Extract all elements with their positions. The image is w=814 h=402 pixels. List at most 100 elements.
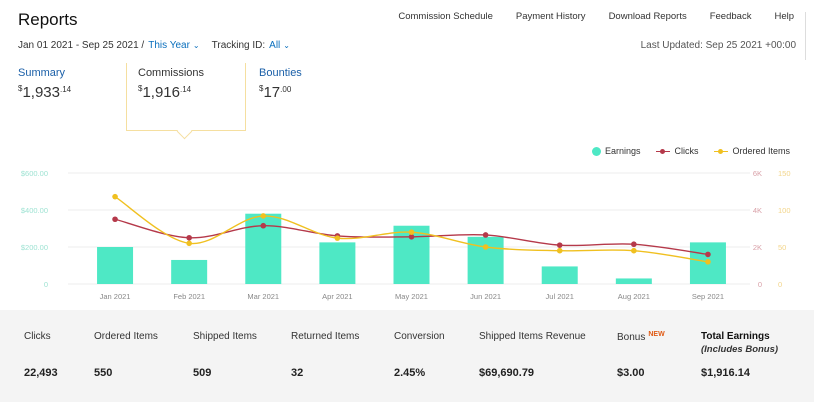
x-tick-label: Aug 2021 <box>618 292 650 301</box>
stat-value: 32 <box>291 367 304 379</box>
stat-clicks: Clicks 22,493 <box>24 331 58 379</box>
chart-legend: Earnings Clicks Ordered Items <box>576 146 790 156</box>
earnings-swatch-icon <box>591 146 601 156</box>
x-tick-label: Mar 2021 <box>247 292 279 301</box>
stat-value: $3.00 <box>617 367 645 379</box>
stat-shipped-items: Shipped Items 509 <box>193 331 257 379</box>
stat-label: Clicks <box>24 331 51 342</box>
stat-value: $1,916.14 <box>701 367 750 379</box>
y-tick-label-clicks: 4K <box>753 206 762 215</box>
x-tick-label: Jun 2021 <box>470 292 501 301</box>
clicks-point <box>705 251 711 258</box>
x-tick-label: Sep 2021 <box>692 292 724 301</box>
legend-ordered-items[interactable]: Ordered Items <box>714 146 790 156</box>
stat-label: Ordered Items <box>94 331 158 342</box>
stat-total-earnings: Total Earnings (Includes Bonus) $1,916.14 <box>701 331 779 379</box>
nav-feedback[interactable]: Feedback <box>709 11 752 22</box>
legend-clicks-label: Clicks <box>674 146 699 156</box>
tracking-id-label: Tracking ID: <box>211 40 266 51</box>
ordered-items-point <box>556 247 563 254</box>
x-tick-label: Feb 2021 <box>173 292 205 301</box>
legend-earnings-label: Earnings <box>604 146 641 156</box>
stat-value: 22,493 <box>24 367 58 379</box>
tab-bounties-label[interactable]: Bounties <box>259 67 302 79</box>
stat-label: Shipped Items <box>193 331 257 342</box>
nav-help[interactable]: Help <box>774 11 794 22</box>
x-tick-label: Jul 2021 <box>546 292 574 301</box>
stat-value: 509 <box>193 367 212 379</box>
bounties-amount: $17.00 <box>259 84 292 101</box>
clicks-swatch-icon <box>656 147 671 156</box>
stat-label: Total Earnings (Includes Bonus) <box>701 331 779 355</box>
x-tick-label: Apr 2021 <box>322 292 352 301</box>
stat-label: Returned Items <box>291 331 360 342</box>
stat-shipped-items-revenue: Shipped Items Revenue $69,690.79 <box>479 331 586 379</box>
nav-commission-schedule[interactable]: Commission Schedule <box>398 11 493 22</box>
summary-amount: $1,933.14 <box>18 84 72 101</box>
earnings-bar <box>171 259 208 284</box>
y-tick-label-clicks: 2K <box>753 243 762 252</box>
stat-value: 2.45% <box>394 367 426 379</box>
x-tick-label: Jan 2021 <box>100 292 131 301</box>
y-tick-label-ordered-items: 150 <box>778 169 791 178</box>
tab-summary[interactable]: Summary $1,933.14 <box>18 67 71 101</box>
new-badge: NEW <box>648 331 665 338</box>
legend-ordered-items-label: Ordered Items <box>732 146 790 156</box>
active-tab-indicator <box>126 63 246 131</box>
y-tick-label-clicks: 0 <box>758 280 762 289</box>
x-tick-label: May 2021 <box>395 292 428 301</box>
earnings-chart: 0 0 0 $200.00 2K 50 $400.00 4K 100 $600.00 6K 150 Ja… <box>21 169 791 301</box>
ordered-items-point <box>705 259 711 265</box>
top-nav: Commission Schedule Payment History Down… <box>375 11 794 22</box>
ordered-items-point <box>112 193 118 200</box>
y-tick-label-earnings: $200.00 <box>21 243 48 252</box>
scrollbar-divider <box>805 12 806 60</box>
clicks-point <box>186 234 192 241</box>
clicks-point <box>631 241 637 248</box>
y-tick-label-earnings: 0 <box>44 280 48 289</box>
filter-bar: Jan 01 2021 - Sep 25 2021 / This Year ⌄ … <box>18 40 290 51</box>
tab-summary-label[interactable]: Summary <box>18 67 66 79</box>
earnings-bar <box>467 236 504 284</box>
y-tick-label-clicks: 6K <box>753 169 762 178</box>
stat-value: $69,690.79 <box>479 367 535 379</box>
stats-bar: Clicks 22,493 Ordered Items 550 Shipped … <box>0 310 814 402</box>
clicks-point <box>112 216 118 223</box>
page-title: Reports <box>18 10 78 29</box>
y-tick-label-earnings: $600.00 <box>21 169 48 178</box>
earnings-bar <box>541 266 578 284</box>
tab-commissions-label[interactable]: Commissions <box>138 67 205 79</box>
y-tick-label-ordered-items: 100 <box>778 206 791 215</box>
commissions-amount: $1,916.14 <box>138 84 192 101</box>
period-dropdown[interactable]: This Year <box>148 40 190 51</box>
stat-conversion: Conversion 2.45% <box>394 331 445 379</box>
date-range: Jan 01 2021 - Sep 25 2021 / <box>18 40 145 51</box>
nav-payment-history[interactable]: Payment History <box>515 11 586 22</box>
stat-bonus: Bonus NEW $3.00 <box>617 331 665 379</box>
nav-download-reports[interactable]: Download Reports <box>608 11 687 22</box>
earnings-bar <box>615 278 652 284</box>
stat-label: Conversion <box>394 331 445 342</box>
chevron-down-icon[interactable]: ⌄ <box>192 41 200 50</box>
y-tick-label-earnings: $400.00 <box>21 206 48 215</box>
ordered-items-point <box>334 235 341 241</box>
earnings-bar <box>97 247 134 284</box>
chevron-down-icon[interactable]: ⌄ <box>283 41 290 50</box>
y-tick-label-ordered-items: 50 <box>778 243 786 252</box>
ordered-items-point <box>631 247 637 254</box>
tab-bounties[interactable]: Bounties $17.00 <box>259 67 302 101</box>
ordered-items-point <box>260 213 267 219</box>
legend-earnings[interactable]: Earnings <box>591 146 641 156</box>
y-tick-label-ordered-items: 0 <box>778 280 782 289</box>
ordered-items-point <box>482 244 489 250</box>
tracking-id-dropdown[interactable]: All <box>269 40 281 51</box>
stat-returned-items: Returned Items 32 <box>291 331 360 379</box>
stat-ordered-items: Ordered Items 550 <box>94 331 158 379</box>
stat-sublabel: (Includes Bonus) <box>701 344 779 355</box>
legend-clicks[interactable]: Clicks <box>656 146 698 156</box>
earnings-bar <box>319 242 356 284</box>
stat-value: 550 <box>94 367 113 379</box>
tab-commissions[interactable]: Commissions $1,916.14 <box>138 67 204 101</box>
stat-label: Bonus NEW <box>617 331 665 343</box>
ordered-items-point <box>186 240 192 247</box>
